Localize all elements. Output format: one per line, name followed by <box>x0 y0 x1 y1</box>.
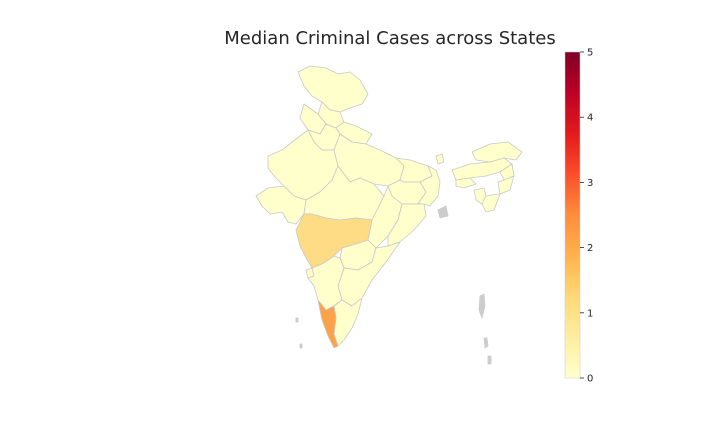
islands-nicobar <box>483 337 492 365</box>
islands-andaman <box>478 293 486 319</box>
colorbar-ticks: 0 1 2 3 4 5 <box>580 48 593 385</box>
state-meghalaya <box>455 177 477 189</box>
state-kerala <box>317 299 339 349</box>
state-gujarat <box>255 185 307 225</box>
colorbar: 0 1 2 3 4 5 <box>564 48 593 385</box>
state-manipur <box>497 175 515 195</box>
state-odisha <box>387 203 427 247</box>
state-tamil-nadu <box>333 297 363 347</box>
colorbar-tick-label: 1 <box>587 308 593 319</box>
state-sikkim <box>435 153 445 165</box>
state-tripura <box>473 187 487 205</box>
islands-lakshadweep <box>295 317 303 349</box>
colorbar-tick-label: 0 <box>587 374 593 385</box>
chart-title: Median Criminal Cases across States <box>224 28 556 49</box>
india-map <box>255 65 523 365</box>
region-no-data <box>437 205 449 219</box>
colorbar-tick-label: 5 <box>587 48 593 59</box>
state-arunachal <box>471 141 523 163</box>
state-jammu-kashmir <box>297 65 369 113</box>
colorbar-tick-label: 2 <box>587 243 593 254</box>
colorbar-fill <box>564 51 581 379</box>
colorbar-tick-label: 4 <box>587 113 593 124</box>
colorbar-tick-label: 3 <box>587 178 593 189</box>
